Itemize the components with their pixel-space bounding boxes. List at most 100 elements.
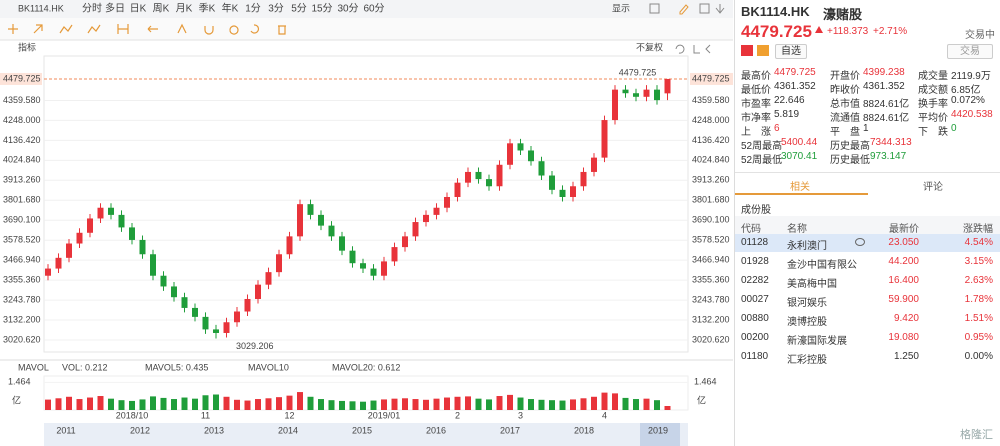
period-tab[interactable]: 1分: [245, 3, 261, 15]
table-header[interactable]: 涨跌幅: [963, 224, 993, 235]
text-icon[interactable]: [177, 23, 187, 34]
period-tab[interactable]: 15分: [311, 3, 332, 15]
stat-label: 52周最低: [741, 155, 783, 166]
period-tab[interactable]: 季K: [199, 3, 216, 15]
timeline-year: 2017: [500, 425, 520, 435]
view-icon[interactable]: [855, 238, 865, 246]
table-cell[interactable]: 19.080: [888, 332, 919, 343]
timeline-year: 2019: [648, 425, 668, 435]
volume-bar: [433, 398, 440, 410]
table-cell[interactable]: 2.63%: [964, 275, 993, 286]
table-cell[interactable]: 59.900: [888, 294, 919, 305]
table-header[interactable]: 代码: [741, 224, 761, 235]
period-tab[interactable]: 3分: [268, 3, 284, 15]
y-tick-label: 3801.680: [692, 195, 730, 205]
y-tick-label: 3132.200: [692, 314, 730, 324]
polyline-icon[interactable]: [87, 24, 101, 34]
chart-controls[interactable]: [675, 44, 711, 54]
quote-change: +118.373: [827, 26, 869, 37]
indicator-label[interactable]: 指标: [18, 41, 36, 52]
table-cell[interactable]: 汇彩控股: [787, 355, 827, 366]
undo-icon[interactable]: [250, 24, 260, 34]
table-cell[interactable]: 3.15%: [964, 256, 993, 267]
stat-value: 6: [774, 123, 780, 134]
table-cell[interactable]: 23.050: [888, 237, 919, 248]
candle-body: [486, 179, 492, 187]
table-cell[interactable]: 01128: [741, 237, 769, 248]
table-cell[interactable]: 00880: [741, 313, 769, 324]
layout-icon[interactable]: [699, 3, 710, 14]
table-cell[interactable]: 金沙中国有限公: [787, 260, 857, 271]
watchlist-button[interactable]: 自选: [775, 44, 807, 59]
stat-value: 22.646: [774, 95, 805, 106]
volume-bar: [486, 399, 492, 410]
range-icon[interactable]: [117, 24, 129, 34]
checkbox[interactable]: [649, 3, 660, 14]
trade-button[interactable]: 交易: [947, 44, 993, 59]
period-tab[interactable]: 60分: [363, 3, 384, 15]
y-tick-label: 4359.580: [3, 95, 41, 105]
table-cell[interactable]: 00200: [741, 332, 769, 343]
timeline-handle[interactable]: [640, 423, 680, 446]
table-cell[interactable]: 02282: [741, 275, 769, 286]
volume-bar: [622, 397, 629, 410]
table-cell[interactable]: 新濠国际发展: [787, 336, 847, 347]
candle-body: [87, 218, 93, 233]
table-cell[interactable]: 01928: [741, 256, 769, 267]
table-cell[interactable]: 01180: [741, 351, 769, 362]
period-tab[interactable]: 分时: [82, 3, 102, 15]
period-tab[interactable]: 年K: [222, 2, 239, 15]
table-cell[interactable]: 银河娱乐: [787, 298, 827, 309]
trash-icon[interactable]: [278, 25, 286, 35]
stat-label: 成交量: [918, 71, 948, 82]
line-icon[interactable]: [33, 24, 43, 34]
adjust-mode[interactable]: 不复权: [636, 41, 663, 52]
volume-bar: [643, 398, 650, 410]
display-menu[interactable]: 显示: [612, 3, 630, 13]
volume-bar: [192, 398, 198, 410]
volume-bar: [339, 400, 345, 410]
timeline-year: 2012: [130, 425, 150, 435]
table-header[interactable]: 名称: [787, 224, 807, 235]
expand-icon[interactable]: [715, 4, 725, 14]
y-tick-label: 4359.580: [692, 95, 730, 105]
price-tag: 4479.725: [3, 73, 41, 83]
table-cell[interactable]: 9.420: [893, 313, 919, 324]
table-cell[interactable]: 1.78%: [964, 294, 993, 305]
x-tick-label: 2: [455, 410, 460, 420]
candle-body: [139, 239, 146, 255]
crosshair-icon[interactable]: [8, 24, 18, 34]
period-tab[interactable]: 5分: [291, 3, 307, 15]
symbol[interactable]: BK1114.HK: [18, 3, 64, 13]
table-cell[interactable]: 美高梅中国: [787, 279, 837, 290]
table-cell[interactable]: 1.51%: [964, 313, 993, 324]
table-cell[interactable]: 0.95%: [964, 332, 993, 343]
arrow-icon[interactable]: [147, 25, 158, 33]
period-tab[interactable]: 多日: [105, 2, 125, 15]
table-cell[interactable]: 澳博控股: [787, 317, 827, 328]
wave-icon[interactable]: [59, 24, 73, 34]
magnet-icon[interactable]: [204, 26, 214, 35]
candle-body: [349, 250, 356, 264]
candle-body: [454, 182, 461, 197]
table-cell[interactable]: 00027: [741, 294, 769, 305]
period-tab[interactable]: 日K: [130, 4, 147, 15]
table-cell[interactable]: 永利澳门: [787, 241, 827, 252]
volume-bar: [612, 393, 618, 410]
table-header[interactable]: 最新价: [889, 224, 919, 235]
tab[interactable]: 评论: [923, 182, 943, 193]
period-tab[interactable]: 月K: [176, 3, 193, 15]
candle-body: [297, 204, 303, 237]
period-tab[interactable]: 周K: [153, 3, 170, 15]
period-tab[interactable]: 30分: [337, 3, 358, 15]
lock-icon[interactable]: [229, 25, 239, 35]
table-cell[interactable]: 16.400: [888, 275, 919, 286]
table-cell[interactable]: 44.200: [888, 256, 919, 267]
timeline-year: 2011: [56, 425, 75, 435]
stat-value: 5400.44: [781, 137, 818, 148]
edit-icon[interactable]: [679, 4, 689, 15]
table-cell[interactable]: 4.54%: [964, 237, 993, 248]
tab[interactable]: 相关: [790, 182, 810, 193]
table-cell[interactable]: 0.00%: [964, 351, 993, 362]
table-cell[interactable]: 1.250: [893, 351, 919, 362]
